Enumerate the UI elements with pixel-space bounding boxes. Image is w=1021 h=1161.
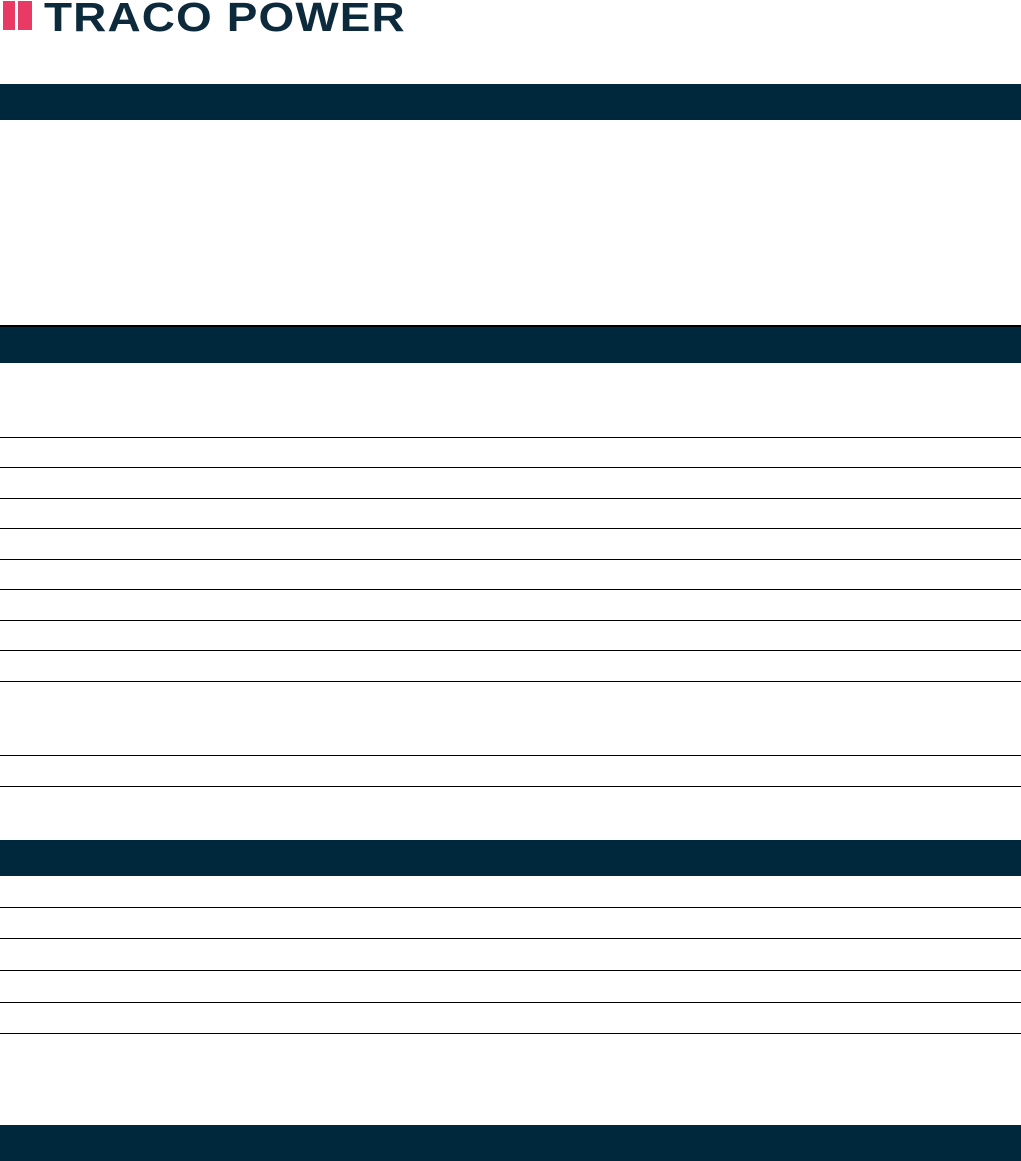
- table-row-divider: [0, 681, 1021, 682]
- table-row-divider: [0, 498, 1021, 499]
- table-row-divider: [0, 528, 1021, 529]
- table-row-divider: [0, 589, 1021, 590]
- traco-power-logo: TRACO POWER: [0, 0, 470, 40]
- section-header-bar: [0, 840, 1021, 876]
- table-row-divider: [0, 650, 1021, 651]
- section-header-bar: [0, 327, 1021, 363]
- table-row-divider: [0, 620, 1021, 621]
- table-row-divider: [0, 786, 1021, 787]
- table-row-divider: [0, 938, 1021, 939]
- divider: [0, 325, 1021, 327]
- table-row-divider: [0, 559, 1021, 560]
- table-row-divider: [0, 1002, 1021, 1003]
- table-row-divider: [0, 755, 1021, 756]
- logo-bars-icon: [3, 1, 32, 30]
- section-header-bar: [0, 84, 1021, 120]
- table-row-divider: [0, 467, 1021, 468]
- table-row-divider: [0, 1033, 1021, 1034]
- section-header-bar: [0, 1125, 1021, 1161]
- table-row-divider: [0, 437, 1021, 438]
- logo-text: TRACO POWER: [44, 0, 406, 40]
- table-row-divider: [0, 907, 1021, 908]
- table-row-divider: [0, 970, 1021, 971]
